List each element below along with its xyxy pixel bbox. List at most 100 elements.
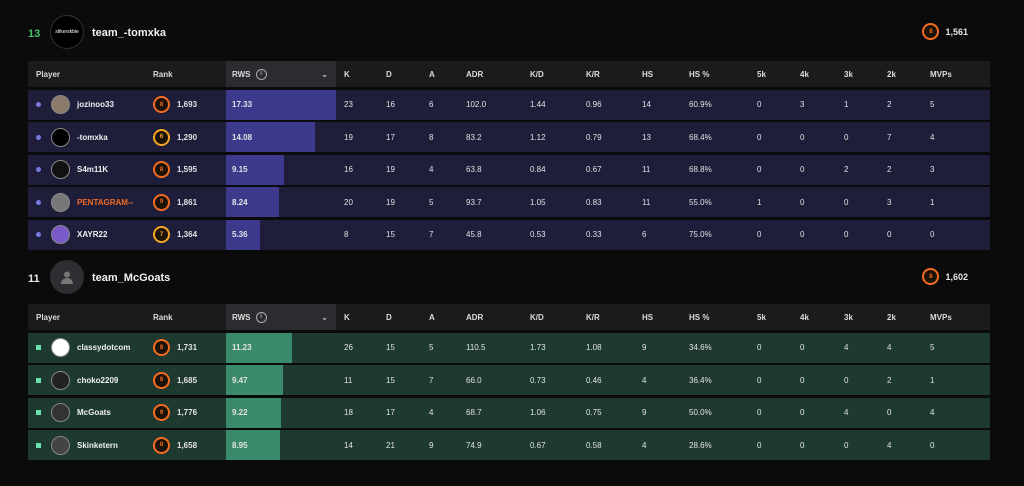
- player-row[interactable]: PENTAGRAM-- 9 1,861 8.24 20 19 5 93.7 1.05 0.83 11…: [28, 187, 990, 217]
- column-header-player[interactable]: Player: [36, 69, 61, 79]
- stat-hs: 6: [642, 230, 647, 239]
- stat-d: 21: [386, 440, 395, 450]
- column-header-player[interactable]: Player: [36, 312, 61, 322]
- column-header-hs[interactable]: HS: [642, 312, 654, 322]
- player-row[interactable]: S4m11K 8 1,595 9.15 16 19 4 63.8 0.84 0.67 11 68.8%…: [28, 154, 990, 185]
- table-header: Player Rank RWS i ⌄ K D A ADR K/D K/R HS HS % 5k 4k 3k 2…: [28, 61, 990, 87]
- column-header-k5[interactable]: 5k: [757, 69, 766, 79]
- player-row[interactable]: XAYR22 7 1,364 5.36 8 15 7 45.8 0.53 0.33 6 75.0% 0 0…: [28, 219, 990, 250]
- rws-bar: [226, 187, 279, 217]
- player-name[interactable]: jozinoo33: [77, 100, 114, 109]
- player-avatar[interactable]: [51, 220, 70, 250]
- column-header-a[interactable]: A: [429, 69, 435, 79]
- rws-cell: 11.23: [226, 332, 336, 363]
- player-name[interactable]: choko2209: [77, 375, 119, 385]
- stat-hs_pct: 34.6%: [689, 343, 712, 352]
- player-row[interactable]: -tomxka 6 1,290 14.08 19 17 8 83.2 1.12 0.79 13 68.…: [28, 122, 990, 152]
- column-header-k2[interactable]: 2k: [887, 69, 896, 79]
- skill-level-icon: 8: [922, 23, 940, 40]
- stat-kd: 1.73: [530, 343, 546, 352]
- stat-k: 19: [344, 132, 353, 142]
- stat-k4: 0: [800, 230, 805, 239]
- stat-k3: 0: [844, 197, 849, 207]
- player-name[interactable]: McGoats: [77, 408, 111, 417]
- stat-k: 11: [344, 375, 353, 385]
- info-icon[interactable]: i: [255, 68, 267, 80]
- player-name[interactable]: -tomxka: [77, 132, 108, 142]
- column-header-rank[interactable]: Rank: [153, 69, 173, 79]
- stat-k: 23: [344, 100, 353, 109]
- column-header-k3[interactable]: 3k: [844, 69, 853, 79]
- chevron-down-icon[interactable]: ⌄: [321, 70, 328, 79]
- column-header-rws-label: RWS: [232, 312, 251, 322]
- stat-a: 4: [429, 408, 434, 417]
- player-name[interactable]: XAYR22: [77, 230, 108, 239]
- rws-value: 9.22: [232, 408, 248, 417]
- rws-value: 11.23: [232, 343, 252, 352]
- skill-level-icon: 8: [153, 96, 170, 113]
- player-row[interactable]: Skinketern 8 1,658 8.95 14 21 9 74.9 0.67 0.58 4 28…: [28, 430, 990, 460]
- skill-level-icon: 6: [153, 128, 170, 146]
- player-avatar[interactable]: [51, 187, 70, 217]
- column-header-d[interactable]: D: [386, 69, 392, 79]
- stat-a: 4: [429, 165, 434, 174]
- stat-k5: 0: [757, 408, 762, 417]
- column-header-k2[interactable]: 2k: [887, 312, 896, 322]
- stat-mvps: 0: [930, 440, 935, 450]
- column-header-mvps[interactable]: MVPs: [930, 312, 952, 322]
- player-avatar[interactable]: [51, 333, 70, 363]
- player-avatar[interactable]: [51, 398, 70, 428]
- team-name[interactable]: team_-tomxka: [92, 27, 166, 39]
- player-avatar[interactable]: [51, 155, 70, 185]
- column-header-hs[interactable]: HS: [642, 69, 654, 79]
- player-name[interactable]: classydotcom: [77, 343, 131, 352]
- column-header-k4[interactable]: 4k: [800, 312, 809, 322]
- stat-k5: 0: [757, 165, 762, 174]
- column-header-hs_pct[interactable]: HS %: [689, 69, 710, 79]
- column-header-d[interactable]: D: [386, 312, 392, 322]
- column-header-k[interactable]: K: [344, 69, 350, 79]
- column-header-a[interactable]: A: [429, 312, 435, 322]
- skill-level-icon: 8: [922, 268, 940, 285]
- info-icon[interactable]: i: [255, 311, 267, 323]
- column-header-adr[interactable]: ADR: [466, 69, 484, 79]
- column-header-kd[interactable]: K/D: [530, 312, 544, 322]
- column-header-rank[interactable]: Rank: [153, 312, 173, 322]
- column-header-k5[interactable]: 5k: [757, 312, 766, 322]
- stat-k4: 0: [800, 132, 805, 142]
- column-header-mvps[interactable]: MVPs: [930, 69, 952, 79]
- stat-mvps: 0: [930, 230, 935, 239]
- stat-kr: 1.08: [586, 343, 602, 352]
- chevron-down-icon[interactable]: ⌄: [321, 313, 328, 322]
- stat-k: 14: [344, 440, 353, 450]
- player-row[interactable]: classydotcom 8 1,731 11.23 26 15 5 110.5 1.73 1.0…: [28, 332, 990, 363]
- skill-level-number: 6: [159, 134, 164, 140]
- player-avatar[interactable]: [51, 90, 70, 120]
- rws-value: 9.15: [232, 165, 248, 174]
- column-header-k4[interactable]: 4k: [800, 69, 809, 79]
- stat-a: 9: [429, 440, 434, 450]
- player-name[interactable]: PENTAGRAM--: [77, 197, 134, 207]
- column-header-adr[interactable]: ADR: [466, 312, 484, 322]
- column-header-rws[interactable]: RWS i ⌄: [226, 304, 336, 330]
- player-name[interactable]: Skinketern: [77, 440, 118, 450]
- column-header-kd[interactable]: K/D: [530, 69, 544, 79]
- player-row[interactable]: choko2209 8 1,685 9.47 11 15 7 66.0 0.73 0.46 4 36.…: [28, 365, 990, 395]
- column-header-k[interactable]: K: [344, 312, 350, 322]
- column-header-kr[interactable]: K/R: [586, 69, 600, 79]
- stat-hs: 11: [642, 165, 651, 174]
- rws-cell: 9.47: [226, 365, 336, 395]
- player-avatar[interactable]: [51, 122, 70, 152]
- column-header-k3[interactable]: 3k: [844, 312, 853, 322]
- player-avatar[interactable]: [51, 365, 70, 395]
- player-row[interactable]: McGoats 9 1,776 9.22 18 17 4 68.7 1.06 0.75 9 50.0%…: [28, 397, 990, 428]
- player-row[interactable]: jozinoo33 8 1,693 17.33 23 16 6 102.0 1.44 0.96 14…: [28, 89, 990, 120]
- team-name[interactable]: team_McGoats: [92, 272, 171, 284]
- column-header-hs_pct[interactable]: HS %: [689, 312, 710, 322]
- player-name[interactable]: S4m11K: [77, 165, 109, 174]
- team-logo[interactable]: [50, 260, 84, 294]
- player-avatar[interactable]: [51, 430, 70, 460]
- team-logo[interactable]: stikerskbie: [50, 15, 84, 49]
- column-header-rws[interactable]: RWS i ⌄: [226, 61, 336, 87]
- column-header-kr[interactable]: K/R: [586, 312, 600, 322]
